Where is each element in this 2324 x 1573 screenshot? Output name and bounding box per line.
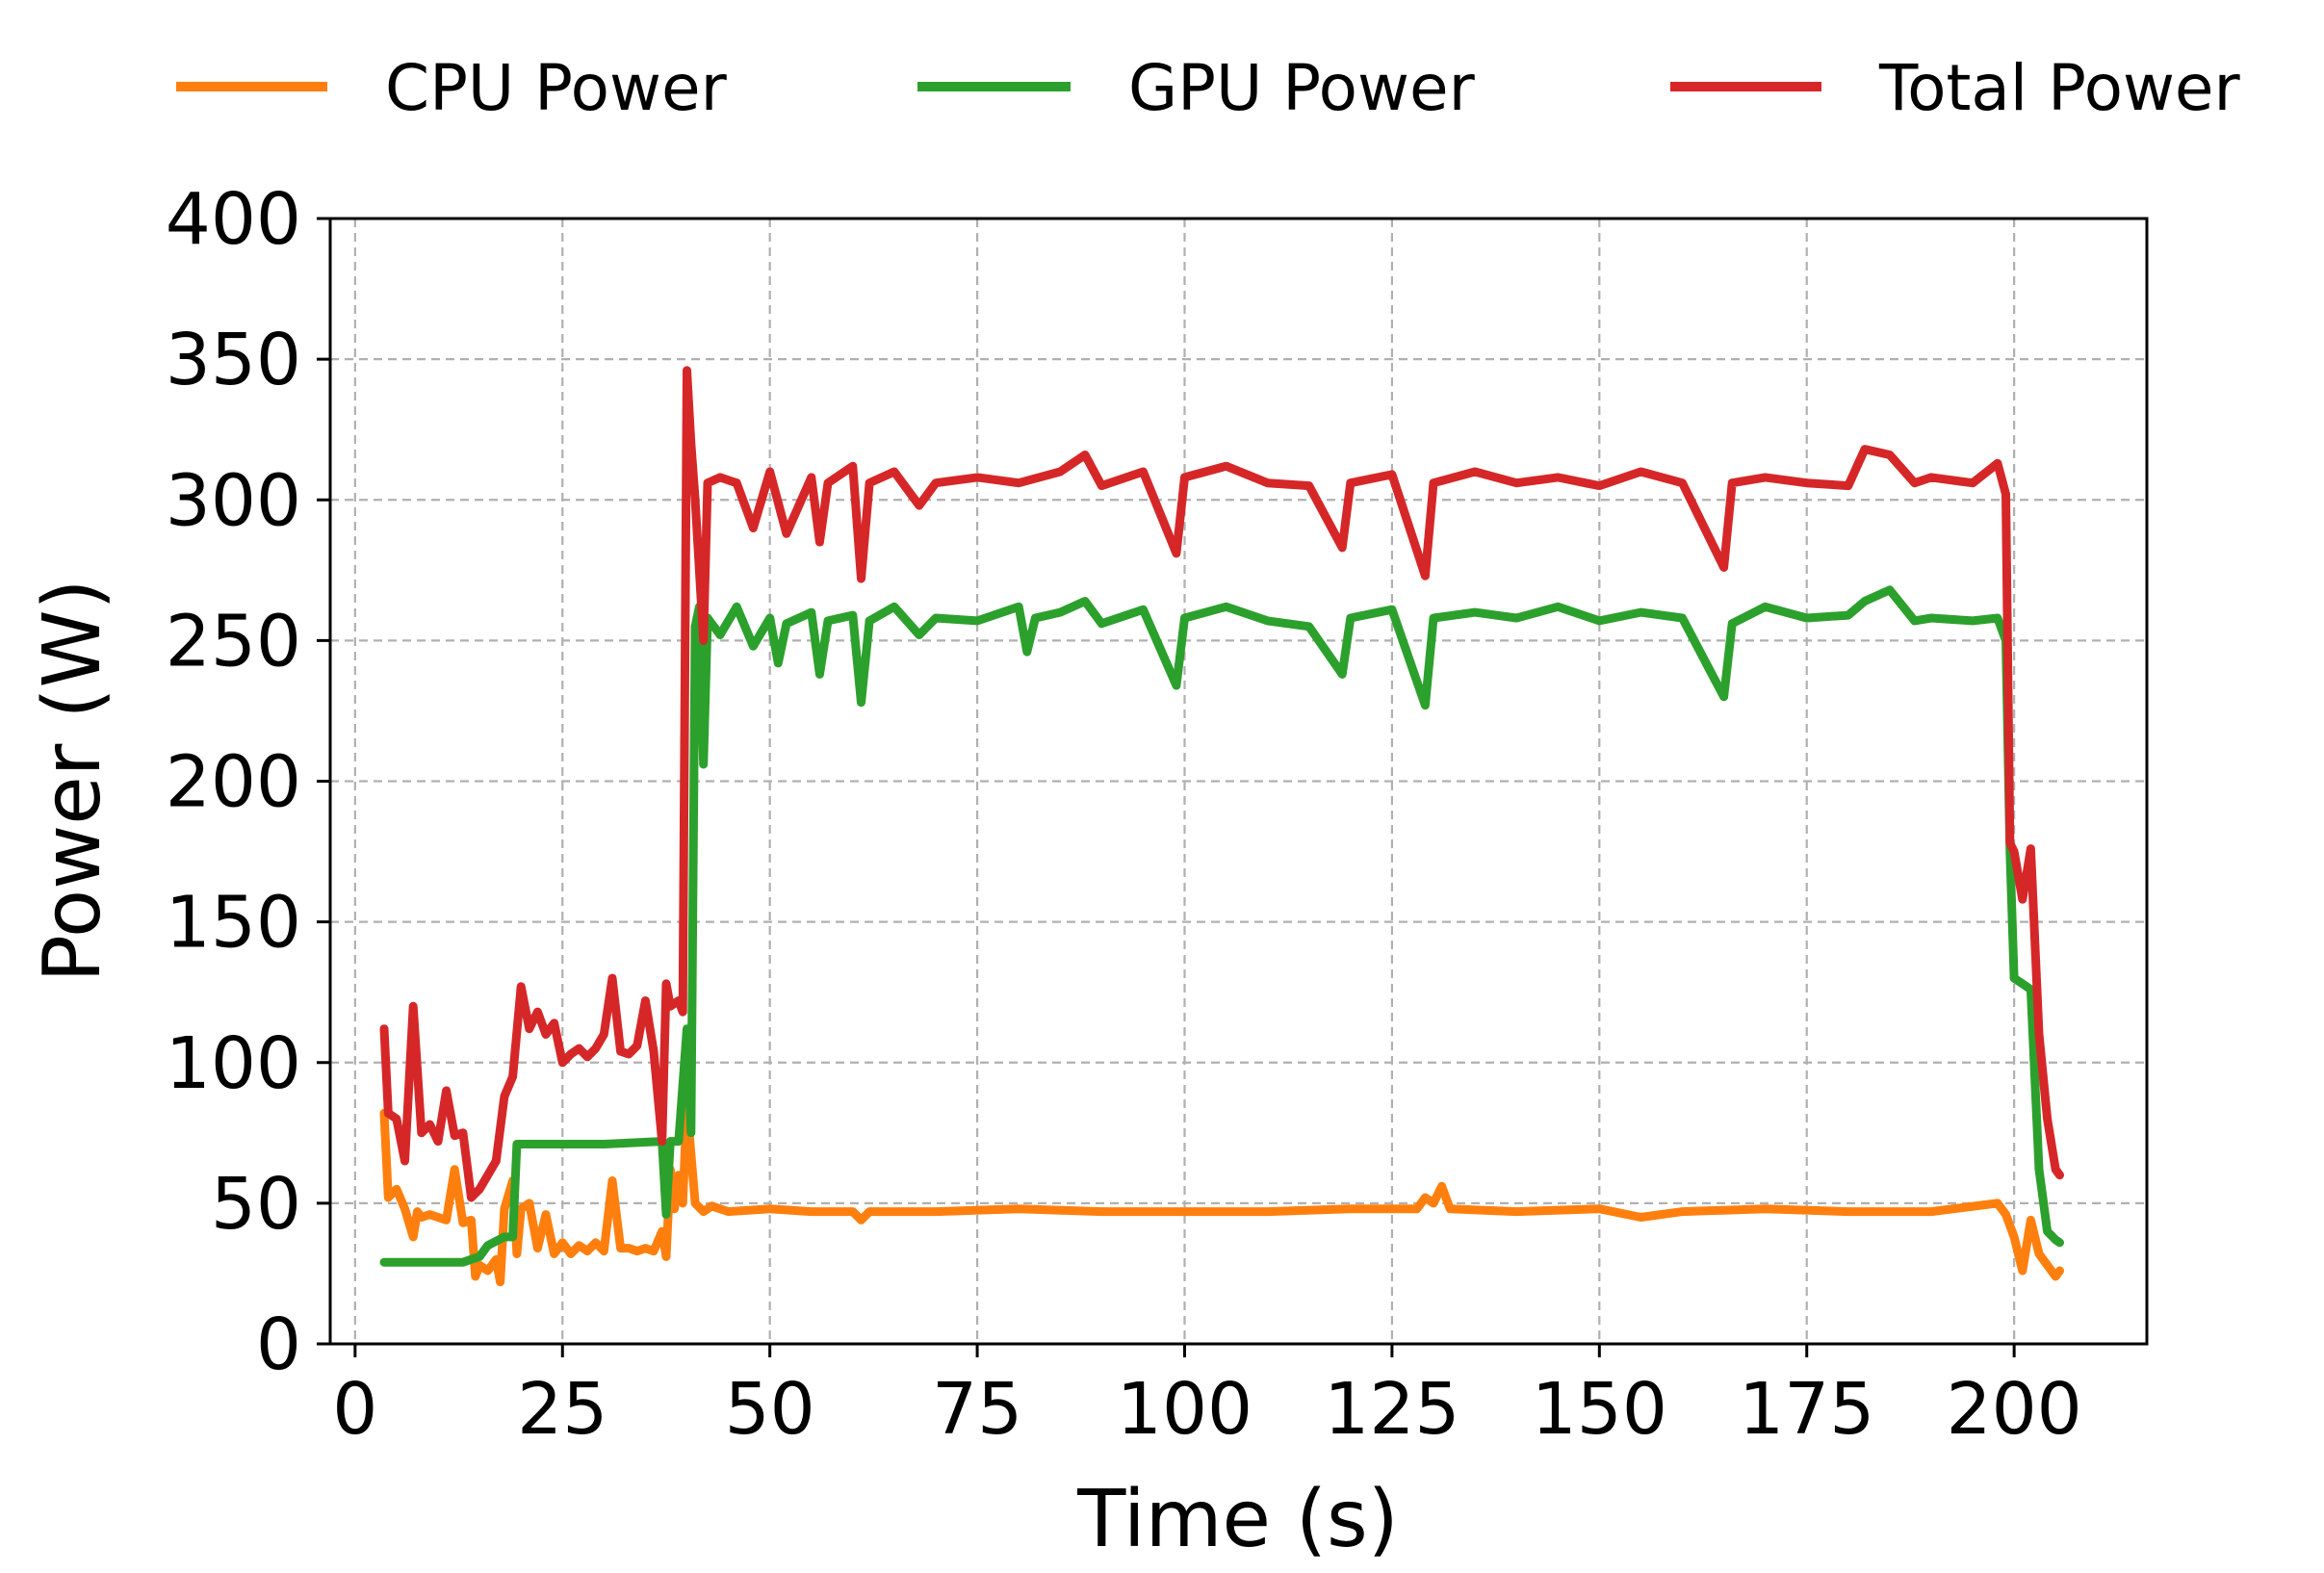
axis-ticks: 0 25 50 75 100 125 150 175 200 0 50 100 150 200 250 300… <box>166 178 2082 1451</box>
legend-item-cpu: CPU Power <box>176 51 728 125</box>
y-tick-label: 200 <box>166 741 301 824</box>
legend-label-gpu: GPU Power <box>1128 51 1476 125</box>
gpu-power-line <box>379 585 2064 1267</box>
y-tick-label: 0 <box>256 1303 301 1386</box>
x-tick-label: 75 <box>932 1368 1022 1451</box>
y-axis-label: Power (W) <box>27 579 118 982</box>
x-axis-label: Time (s) <box>1076 1474 1398 1565</box>
x-tick-label: 0 <box>332 1368 377 1451</box>
x-tick-label: 175 <box>1739 1368 1874 1451</box>
y-tick-label: 400 <box>166 178 301 261</box>
x-tick-label: 50 <box>725 1368 815 1451</box>
x-tick-label: 150 <box>1532 1368 1667 1451</box>
grid <box>330 219 2147 1344</box>
y-tick-label: 300 <box>166 459 301 542</box>
cpu-power-line <box>379 1100 2064 1287</box>
y-tick-label: 150 <box>166 882 301 965</box>
x-tick-label: 125 <box>1324 1368 1459 1451</box>
x-tick-label: 200 <box>1947 1368 2082 1451</box>
legend: CPU Power GPU Power Total Power <box>176 51 2241 125</box>
x-tick-label: 25 <box>517 1368 607 1451</box>
y-tick-label: 50 <box>211 1163 301 1246</box>
y-tick-label: 100 <box>166 1022 301 1105</box>
legend-label-cpu: CPU Power <box>385 51 728 125</box>
series-lines <box>379 366 2064 1287</box>
x-tick-label: 100 <box>1117 1368 1252 1451</box>
y-tick-label: 250 <box>166 600 301 683</box>
plot-frame <box>328 217 2149 1346</box>
legend-item-gpu: GPU Power <box>917 51 1476 125</box>
legend-label-total: Total Power <box>1878 51 2241 125</box>
total-power-line <box>379 366 2064 1202</box>
legend-item-total: Total Power <box>1670 51 2241 125</box>
y-tick-label: 350 <box>166 319 301 401</box>
